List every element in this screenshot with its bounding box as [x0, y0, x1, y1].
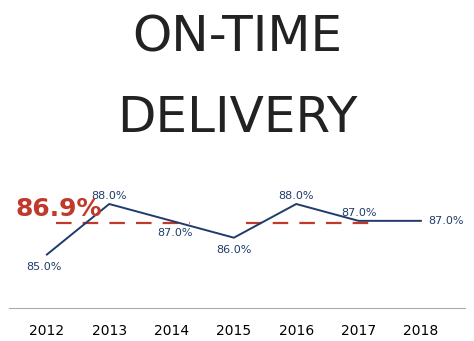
Text: 86.9%: 86.9%: [16, 197, 102, 221]
Text: 87.0%: 87.0%: [428, 216, 464, 226]
Text: 87.0%: 87.0%: [157, 228, 192, 238]
Text: 85.0%: 85.0%: [26, 262, 62, 272]
Text: 88.0%: 88.0%: [91, 191, 127, 201]
Text: 87.0%: 87.0%: [341, 208, 376, 218]
Text: 86.0%: 86.0%: [216, 245, 252, 255]
Text: 88.0%: 88.0%: [278, 191, 314, 201]
Text: ON-TIME: ON-TIME: [132, 14, 342, 62]
Text: DELIVERY: DELIVERY: [117, 94, 357, 142]
